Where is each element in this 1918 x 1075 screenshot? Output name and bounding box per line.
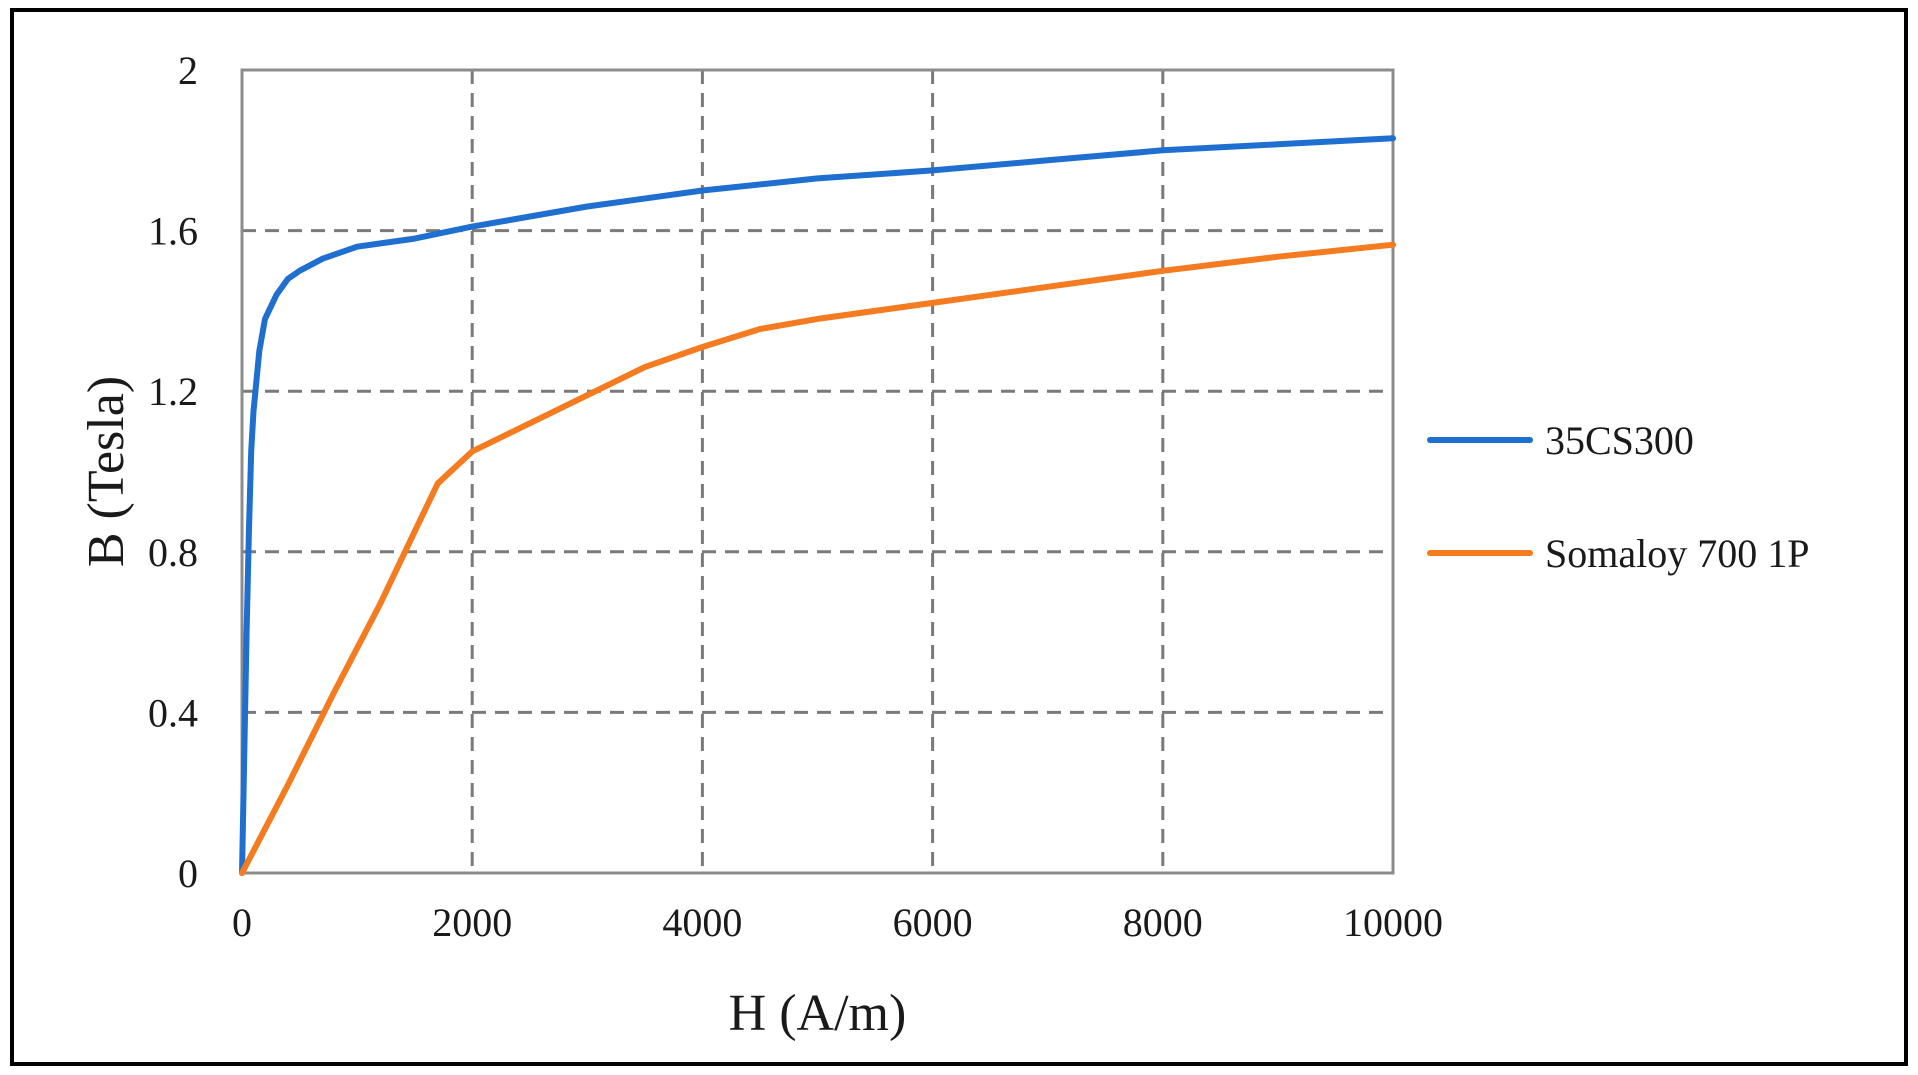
outer-border [10, 8, 1908, 1066]
y-axis-title: B (Tesla) [78, 376, 135, 567]
x-tick-label: 4000 [662, 900, 742, 945]
legend-label-somaloy-700-1p: Somaloy 700 1P [1545, 531, 1809, 576]
series-lines [239, 135, 1396, 876]
y-tick-label: 1.6 [148, 209, 198, 254]
tick-labels: 0 2000 4000 6000 8000 10000 0 0.4 0.8 1.2 1.6 2 [148, 48, 1443, 945]
x-tick-label: 8000 [1123, 900, 1203, 945]
x-tick-label: 0 [232, 900, 252, 945]
y-tick-label: 1.2 [148, 369, 198, 414]
x-tick-label: 6000 [893, 900, 973, 945]
y-tick-label: 0.4 [148, 690, 198, 735]
x-tick-label: 2000 [432, 900, 512, 945]
y-tick-label: 0.8 [148, 530, 198, 575]
x-tick-label: 10000 [1343, 900, 1443, 945]
legend: 35CS300 Somaloy 700 1P [1427, 418, 1809, 576]
series-line-somaloy-700-1p [239, 241, 1396, 876]
y-tick-label: 0 [178, 851, 198, 896]
grid [242, 70, 1393, 873]
series-line-35cs300 [239, 135, 1396, 876]
y-tick-label: 2 [178, 48, 198, 93]
x-axis-title: H (A/m) [729, 985, 907, 1042]
plot-area-frame [240, 68, 1395, 875]
legend-label-35cs300: 35CS300 [1545, 418, 1694, 463]
